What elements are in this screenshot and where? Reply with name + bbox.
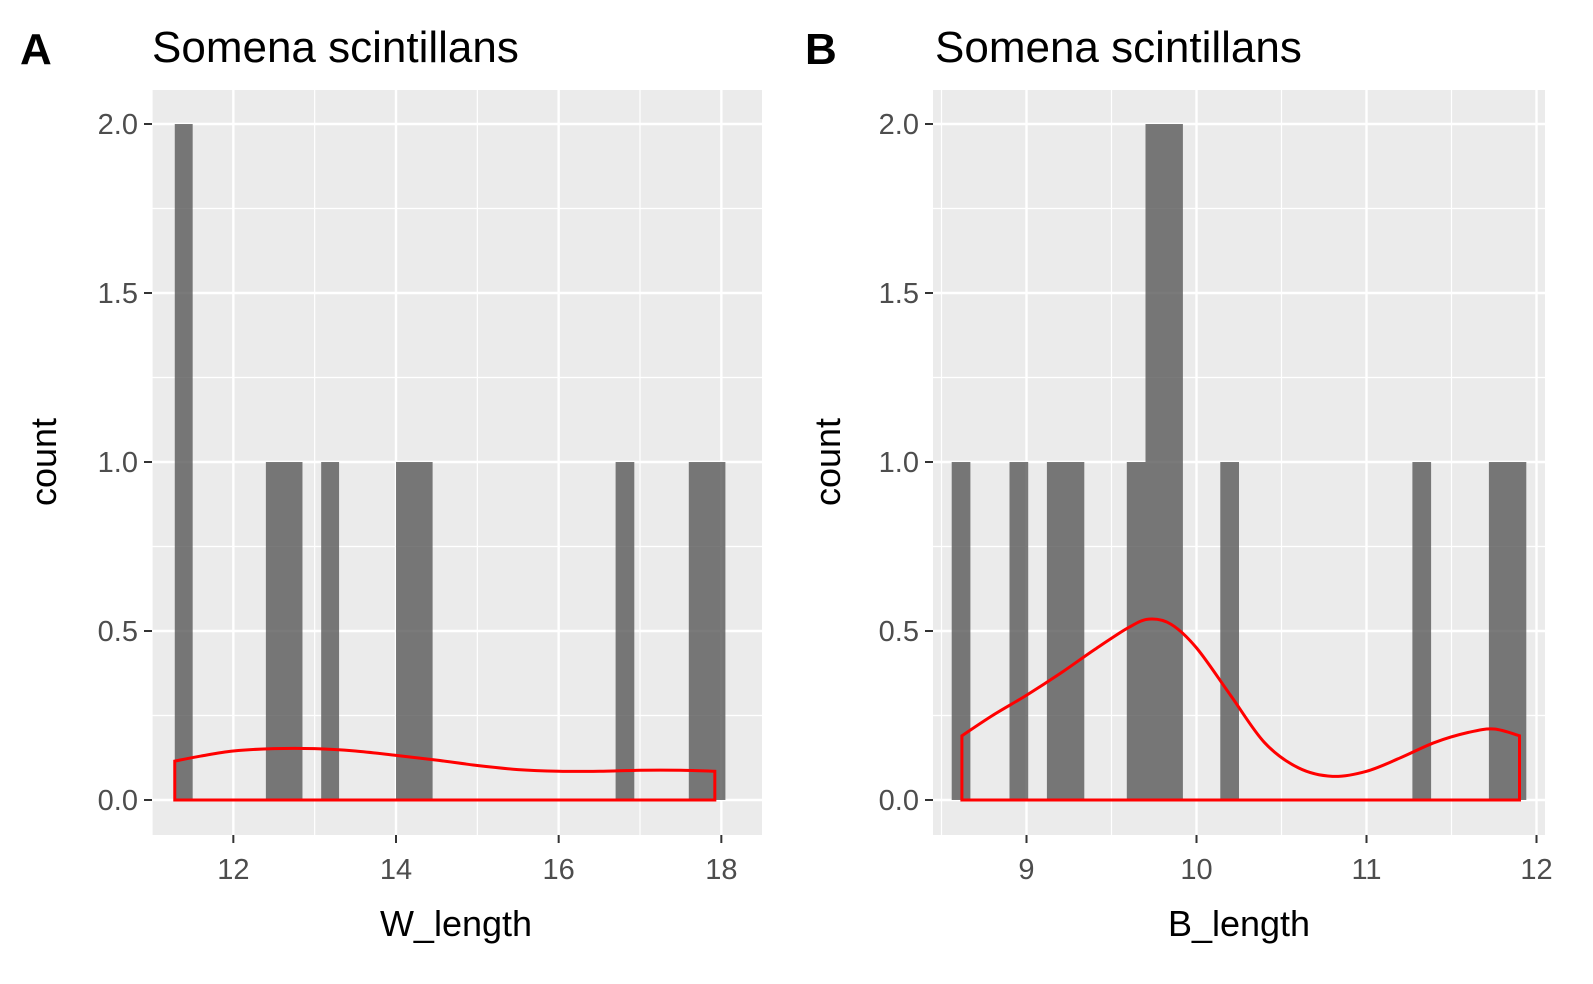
panel-a-x-axis-title: W_length: [380, 903, 532, 944]
panel-a-y-axis-title: count: [23, 418, 64, 506]
x-tick-label: 10: [1180, 854, 1212, 886]
panel-a-bars: [174, 124, 726, 800]
panel-b-y-axis-title: count: [807, 418, 848, 506]
y-tick-label: 0.5: [879, 616, 919, 648]
histogram-bar: [1126, 462, 1146, 800]
panel-b-x-ticks: 9 10 11 12: [1018, 854, 1552, 886]
histogram-bar: [265, 462, 303, 800]
panel-b-axes: 0.0 0.5 1.0 1.5 2.0 9 10 11 12: [879, 109, 1553, 886]
panel-a-title: Somena scintillans: [152, 23, 519, 72]
panel-b-title: Somena scintillans: [935, 23, 1302, 72]
panel-a-y-ticks: 0.0 0.5 1.0 1.5 2.0: [98, 109, 138, 817]
y-tick-label: 1.0: [98, 447, 138, 479]
histogram-bar: [1220, 462, 1239, 800]
histogram-bar: [688, 462, 726, 800]
panel-a-density-curve: [173, 746, 717, 802]
panel-b-x-axis-title: B_length: [1168, 903, 1310, 944]
histogram-bar: [321, 462, 340, 800]
panel-b-density-curve: [960, 617, 1521, 802]
y-tick-label: 0.5: [98, 616, 138, 648]
histogram-bar: [1412, 462, 1432, 800]
x-tick-label: 18: [705, 854, 737, 886]
x-tick-label: 9: [1018, 854, 1034, 886]
panel-b-y-ticks: 0.0 0.5 1.0 1.5 2.0: [879, 109, 919, 817]
y-tick-label: 1.5: [879, 278, 919, 310]
y-tick-label: 2.0: [879, 109, 919, 141]
x-tick-label: 12: [217, 854, 249, 886]
histogram-bar: [174, 124, 193, 800]
y-tick-label: 0.0: [98, 785, 138, 817]
y-tick-label: 1.5: [98, 278, 138, 310]
histogram-bar: [951, 462, 971, 800]
panel-b-label: B: [805, 25, 837, 74]
panel-a-label: A: [20, 25, 52, 74]
x-tick-label: 14: [380, 854, 412, 886]
histogram-bar: [396, 462, 433, 800]
x-tick-label: 12: [1520, 854, 1552, 886]
histogram-bar: [615, 462, 635, 800]
panel-a-axes: 0.0 0.5 1.0 1.5 2.0 12 14 16 18: [98, 109, 738, 886]
y-tick-label: 1.0: [879, 447, 919, 479]
panel-b: B Somena scintillans 0.0 0.5 1.0 1.5 2.0…: [805, 23, 1553, 944]
histogram-bar: [1145, 124, 1183, 800]
panel-a-x-ticks: 12 14 16 18: [217, 854, 737, 886]
y-tick-label: 0.0: [879, 785, 919, 817]
histogram-bar: [1046, 462, 1085, 800]
panel-a: A Somena scintillans 0.0 0.5 1.0 1.5 2.0…: [20, 23, 762, 944]
histogram-bar: [1009, 462, 1029, 800]
y-tick-label: 2.0: [98, 109, 138, 141]
x-tick-label: 16: [543, 854, 575, 886]
x-tick-label: 11: [1351, 854, 1381, 886]
